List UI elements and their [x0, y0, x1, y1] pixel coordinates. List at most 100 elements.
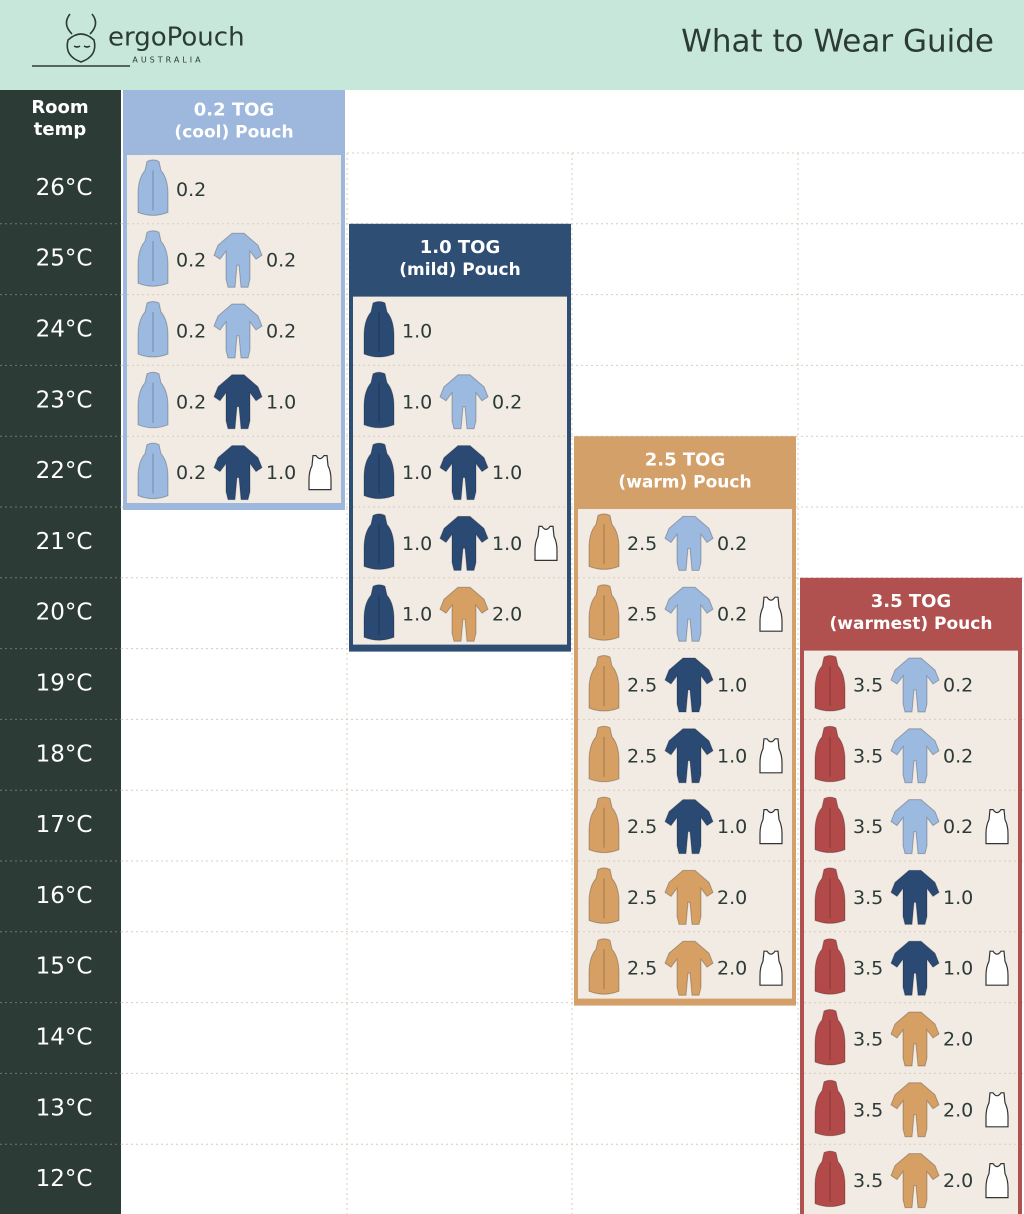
- garment-icon: [890, 1082, 940, 1138]
- pouch-shape: [814, 1079, 846, 1137]
- garment-icon: [664, 586, 714, 642]
- room-temp: 21°C: [36, 529, 93, 555]
- pouch-icon: [814, 1079, 846, 1137]
- pouch-icon: [137, 442, 169, 500]
- pouch-shape: [814, 938, 846, 995]
- garment-shape: [890, 1082, 940, 1138]
- pouch-tog: 3.5: [853, 1170, 883, 1192]
- singlet-shape: [759, 950, 783, 986]
- singlet-icon: [534, 525, 558, 562]
- pouch-subtitle: (warmest) Pouch: [830, 614, 993, 634]
- garment-icon: [664, 657, 714, 713]
- pouch-title: 2.5 TOG: [645, 450, 726, 471]
- garment-icon: [213, 303, 263, 359]
- garment-tog: 0.2: [943, 745, 973, 767]
- room-temp: 15°C: [36, 954, 93, 980]
- pouch-title: 0.2 TOG: [194, 100, 275, 121]
- pouch-shape: [363, 371, 395, 429]
- pouch-icon: [814, 796, 846, 854]
- garment-tog: 1.0: [717, 675, 747, 697]
- garment-shape: [890, 728, 940, 784]
- garment-tog: 2.0: [943, 1029, 973, 1051]
- pouch-shape: [814, 1150, 846, 1208]
- pouch-shape: [137, 301, 169, 358]
- pouch-tog: 1.0: [402, 604, 432, 626]
- garment-icon: [890, 799, 940, 855]
- pouch-tog: 0.2: [176, 179, 206, 201]
- pouch-tog: 2.5: [627, 675, 657, 697]
- pouch-tog: 1.0: [402, 321, 432, 343]
- pouch-title: 1.0 TOG: [420, 237, 501, 258]
- garment-icon: [664, 940, 714, 996]
- room-temp: 14°C: [36, 1025, 93, 1051]
- brand: ergoPouch: [108, 23, 245, 53]
- garment-shape: [890, 1153, 940, 1209]
- garment-icon: [890, 657, 940, 713]
- pouch-shape: [814, 655, 846, 712]
- pouch-tog: 3.5: [853, 816, 883, 838]
- garment-tog: 1.0: [717, 745, 747, 767]
- garment-tog: 0.2: [943, 816, 973, 838]
- garment-icon: [213, 232, 263, 288]
- pouch-icon: [363, 584, 395, 641]
- pouch-shape: [814, 725, 846, 783]
- temp-column: [0, 90, 121, 1214]
- garment-shape: [664, 940, 714, 996]
- pouch-shape: [137, 442, 169, 500]
- garment-shape: [890, 657, 940, 713]
- pouch-shape: [363, 584, 395, 641]
- garment-shape: [664, 869, 714, 925]
- garment-tog: 1.0: [492, 462, 522, 484]
- pouch-shape: [137, 159, 169, 216]
- pouch-icon: [588, 867, 620, 924]
- pouch-shape: [588, 655, 620, 712]
- garment-tog: 2.0: [492, 604, 522, 626]
- garment-icon: [664, 515, 714, 571]
- pouch-tog: 2.5: [627, 604, 657, 626]
- pouch-shape: [588, 513, 620, 570]
- singlet-shape: [759, 596, 783, 632]
- room-temp: 18°C: [36, 741, 93, 767]
- pouch-tog: 1.0: [402, 533, 432, 555]
- singlet-icon: [985, 1162, 1009, 1199]
- garment-tog: 0.2: [943, 675, 973, 697]
- garment-shape: [213, 374, 263, 430]
- singlet-icon: [985, 808, 1009, 845]
- room-temp: 26°C: [36, 175, 93, 201]
- pouch-icon: [588, 655, 620, 712]
- garment-shape: [890, 799, 940, 855]
- pouch-tog: 2.5: [627, 887, 657, 909]
- garment-tog: 2.0: [943, 1170, 973, 1192]
- garment-tog: 1.0: [717, 816, 747, 838]
- garment-icon: [213, 374, 263, 430]
- garment-icon: [664, 799, 714, 855]
- pouch-tog: 0.2: [176, 462, 206, 484]
- singlet-icon: [985, 950, 1009, 986]
- pouch-icon: [363, 442, 395, 500]
- garment-shape: [213, 445, 263, 501]
- garment-icon: [890, 869, 940, 925]
- pouch-subtitle: (cool) Pouch: [174, 123, 293, 143]
- garment-icon: [890, 1153, 940, 1209]
- pouch-shape: [363, 442, 395, 500]
- garment-tog: 1.0: [492, 533, 522, 555]
- pouch-shape: [588, 584, 620, 641]
- garment-icon: [439, 515, 489, 571]
- page-title: What to Wear Guide: [681, 24, 994, 60]
- garment-tog: 2.0: [943, 1099, 973, 1121]
- garment-icon: [439, 374, 489, 430]
- garment-icon: [890, 1011, 940, 1067]
- pouch-icon: [814, 938, 846, 995]
- garment-shape: [664, 586, 714, 642]
- pouch-icon: [363, 513, 395, 570]
- pouch-tog: 1.0: [402, 391, 432, 413]
- pouch-shape: [137, 230, 169, 287]
- pouch-tog: 2.5: [627, 816, 657, 838]
- pouch-tog: 2.5: [627, 958, 657, 980]
- pouch-icon: [588, 513, 620, 570]
- singlet-shape: [759, 808, 783, 845]
- garment-tog: 2.0: [717, 958, 747, 980]
- singlet-icon: [759, 596, 783, 632]
- garment-tog: 0.2: [717, 604, 747, 626]
